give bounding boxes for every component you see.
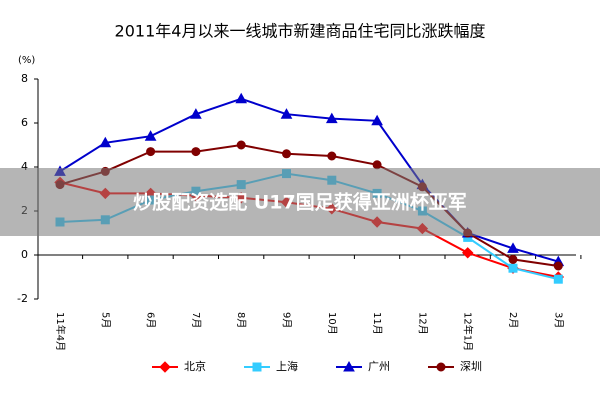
y-tick-label: 4 <box>21 160 28 173</box>
y-tick-label: -2 <box>17 292 28 305</box>
marker <box>507 242 519 253</box>
banner-text: 炒股配资选配 U17国足获得亚洲杯亚军 <box>133 191 466 214</box>
marker <box>508 263 518 273</box>
x-tick-label: 6月 <box>145 312 157 328</box>
series-line <box>59 143 559 267</box>
x-tick-label: 2月 <box>507 312 519 328</box>
marker <box>325 112 338 124</box>
legend-label: 深圳 <box>460 360 482 373</box>
marker <box>159 361 171 373</box>
marker <box>327 151 337 161</box>
marker <box>235 92 248 104</box>
x-tick-label: 12年1月 <box>462 312 475 351</box>
marker <box>553 274 563 284</box>
legend-label: 广州 <box>368 360 390 373</box>
legend-label: 北京 <box>184 359 206 373</box>
marker <box>190 108 202 119</box>
marker <box>236 140 246 150</box>
marker <box>144 130 157 141</box>
marker <box>371 114 383 126</box>
marker <box>553 261 563 271</box>
y-axis-label: (%) <box>18 55 35 66</box>
x-tick-label: 12月 <box>416 312 428 335</box>
marker <box>282 149 291 159</box>
marker <box>508 254 518 264</box>
marker <box>99 136 112 148</box>
chart-title: 2011年4月以来一线城市新建商品住宅同比涨跌幅度 <box>115 22 486 41</box>
marker <box>461 247 474 259</box>
x-tick-label: 5月 <box>99 312 111 328</box>
x-tick-label: 8月 <box>235 312 247 328</box>
y-tick-label: 6 <box>21 116 28 129</box>
marker <box>191 147 201 157</box>
legend-label: 上海 <box>276 359 298 373</box>
x-tick-label: 10月 <box>326 312 338 335</box>
marker <box>280 108 293 119</box>
banner <box>0 168 600 236</box>
x-tick-label: 3月 <box>552 312 564 328</box>
y-tick-label: 0 <box>21 248 28 261</box>
marker <box>252 362 262 372</box>
marker <box>372 160 382 170</box>
x-tick-label: 7月 <box>190 312 202 328</box>
x-tick-label: 9月 <box>281 312 293 328</box>
marker <box>436 362 446 372</box>
y-tick-label: 8 <box>21 72 28 85</box>
marker <box>343 360 355 372</box>
marker <box>146 147 156 157</box>
x-tick-label: 11年4月 <box>54 312 67 351</box>
x-tick-label: 11月 <box>371 312 383 335</box>
